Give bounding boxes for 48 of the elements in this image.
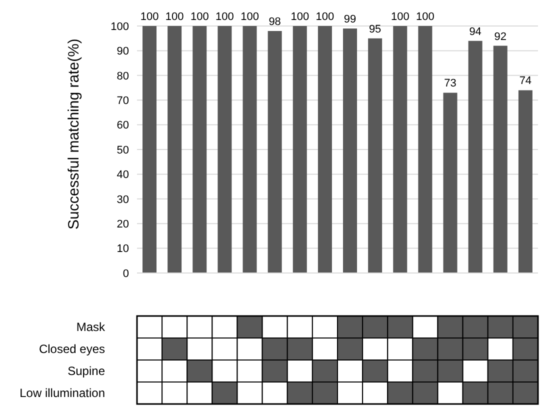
bar — [242, 26, 257, 273]
bar — [268, 30, 282, 273]
y-tick-label: Supine — [68, 364, 106, 378]
y-axis-title: Successful matching rate(%) — [65, 38, 82, 230]
data-label: 100 — [216, 11, 234, 23]
bar — [443, 92, 458, 273]
data-label: 73 — [444, 78, 456, 90]
y-tick-label: 10 — [116, 243, 129, 256]
y-tick-label: 100 — [110, 20, 129, 33]
data-label: 100 — [316, 11, 334, 23]
data-label: 99 — [344, 13, 356, 26]
bar — [418, 26, 432, 273]
data-label: 74 — [519, 75, 532, 88]
data-label: 100 — [290, 11, 310, 23]
data-label: 100 — [190, 11, 209, 23]
y-tick-label: 40 — [116, 169, 129, 182]
y-tick-label: Low illumination — [20, 386, 105, 400]
y-tick-label: 50 — [116, 144, 129, 156]
bar — [318, 26, 332, 273]
bar — [468, 40, 482, 273]
bar — [368, 38, 382, 273]
y-tick-label: Closed eyes — [38, 342, 105, 356]
data-label: 100 — [240, 11, 259, 23]
data-label: 92 — [494, 30, 507, 43]
y-tick-label: 70 — [116, 95, 129, 108]
y-tick-label: 80 — [116, 70, 129, 82]
bar — [493, 46, 508, 273]
data-label: 98 — [268, 16, 281, 28]
bar — [518, 90, 532, 273]
bar — [343, 28, 358, 273]
data-label: 100 — [390, 11, 410, 23]
y-tick-label: Mask — [76, 320, 106, 334]
data-label: 94 — [469, 26, 482, 38]
y-tick-label: 30 — [116, 194, 129, 206]
bar — [192, 26, 207, 273]
bar — [168, 26, 182, 273]
bar — [292, 26, 307, 273]
bar — [142, 26, 157, 273]
bar — [393, 26, 408, 273]
y-tick-label: 60 — [116, 120, 129, 132]
y-tick-label: 0 — [122, 268, 129, 280]
y-tick-label: 90 — [116, 46, 129, 58]
y-tick-label: 20 — [116, 218, 129, 231]
data-label: 100 — [416, 11, 434, 23]
data-label: 100 — [165, 11, 184, 23]
bar — [218, 26, 232, 273]
data-label: 95 — [368, 23, 382, 36]
data-label: 100 — [140, 11, 159, 23]
